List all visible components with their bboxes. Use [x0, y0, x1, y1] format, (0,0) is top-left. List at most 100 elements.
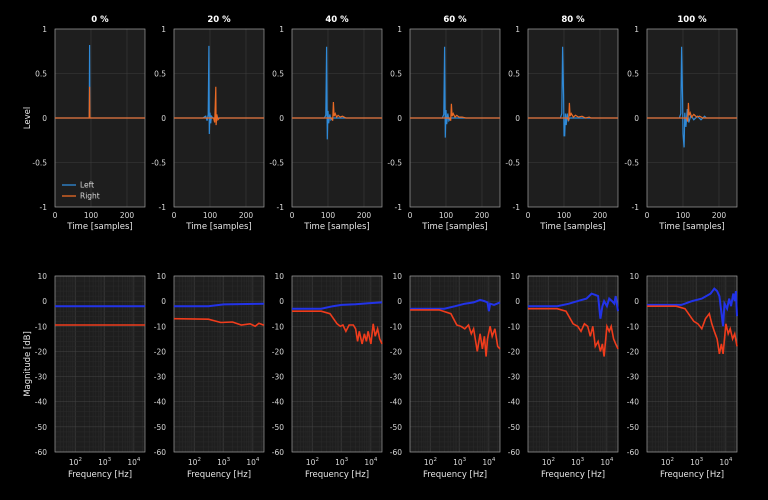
- y-axis-label-level: Level: [23, 107, 33, 129]
- y-tick-label: 10: [392, 272, 402, 281]
- legend: Left Right: [62, 181, 100, 201]
- y-tick-label: -30: [35, 373, 47, 382]
- y-tick-label: 0: [42, 297, 47, 306]
- y-tick-label: -0.5: [505, 159, 520, 168]
- x-axis-label: Time [samples]: [303, 222, 369, 232]
- y-tick-label: -0.5: [387, 159, 402, 168]
- x-tick-label: 100: [439, 211, 454, 220]
- x-tick-label: 100: [321, 211, 336, 220]
- x-tick-label: 200: [120, 211, 135, 220]
- y-tick-label: 1: [279, 25, 284, 34]
- series-left: [174, 302, 265, 308]
- legend-label-left: Left: [80, 181, 94, 190]
- y-tick-label: -30: [154, 373, 166, 382]
- y-tick-label: -1: [40, 203, 48, 212]
- series-right: [528, 307, 619, 357]
- y-tick-label: 10: [37, 272, 47, 281]
- y-tick-label: -10: [508, 322, 520, 331]
- panel-title: 100 %: [677, 15, 707, 25]
- y-tick-label: -10: [35, 322, 47, 331]
- x-axis-label: Time [samples]: [66, 222, 132, 232]
- x-tick-label: 0: [645, 211, 650, 220]
- y-tick-label: 10: [510, 272, 520, 281]
- y-tick-label: 10: [274, 272, 284, 281]
- y-tick-label: -40: [390, 398, 402, 407]
- x-tick-label: 0: [526, 211, 531, 220]
- y-tick-label: -40: [35, 398, 47, 407]
- y-tick-label: -50: [35, 423, 47, 432]
- y-tick-label: 0: [279, 114, 284, 123]
- x-tick-label: 200: [593, 211, 608, 220]
- y-tick-label: -10: [272, 322, 284, 331]
- series-right: [528, 102, 618, 121]
- y-tick-label: 0.5: [508, 70, 520, 79]
- x-tick-label: 100: [557, 211, 572, 220]
- magnitude-panel-2: 10 0 -10 -20 -30 -40 -50 -60 102 103 104 Frequency …: [272, 272, 383, 480]
- y-tick-label: 0: [515, 297, 520, 306]
- x-tick-label: 102: [542, 457, 555, 467]
- y-tick-label: -1: [395, 203, 403, 212]
- y-tick-label: -30: [627, 373, 639, 382]
- x-axis-label: Time [samples]: [185, 222, 251, 232]
- y-tick-label: -60: [272, 448, 284, 457]
- impulse-panel-1: 0 100 200 1 0.5 0 -0.5 -1 20 % Time [samples]: [151, 15, 265, 232]
- y-tick-label: 0: [634, 297, 639, 306]
- y-tick-label: -30: [508, 373, 520, 382]
- impulse-panel-5: 0 100 200 1 0.5 0 -0.5 -1 100 % Time [samples]: [624, 15, 738, 232]
- y-tick-label: -50: [508, 423, 520, 432]
- y-tick-label: -20: [508, 347, 520, 356]
- x-axis-label: Time [samples]: [539, 222, 605, 232]
- x-tick-label: 104: [600, 457, 614, 467]
- y-tick-label: 1: [397, 25, 402, 34]
- y-tick-label: 0.5: [272, 70, 284, 79]
- y-tick-label: -50: [272, 423, 284, 432]
- y-tick-label: 10: [156, 272, 166, 281]
- series-right: [292, 101, 382, 121]
- y-tick-label: -0.5: [32, 159, 47, 168]
- x-tick-label: 103: [690, 457, 704, 467]
- series-left: [292, 301, 383, 310]
- x-tick-label: 102: [424, 457, 437, 467]
- y-tick-label: -20: [154, 347, 166, 356]
- magnitude-panel-5: 10 0 -10 -20 -30 -40 -50 -60 102 103 104 Frequency …: [627, 272, 738, 480]
- y-tick-label: 0.5: [390, 70, 402, 79]
- y-tick-label: 0: [161, 297, 166, 306]
- series-right: [410, 309, 501, 357]
- y-tick-label: -0.5: [151, 159, 166, 168]
- panel-title: 80 %: [561, 15, 585, 25]
- y-tick-label: -50: [390, 423, 402, 432]
- y-tick-label: -60: [390, 448, 402, 457]
- x-tick-label: 200: [239, 211, 254, 220]
- magnitude-panel-1: 10 0 -10 -20 -30 -40 -50 -60 102 103 104 Frequency …: [154, 272, 265, 480]
- x-axis-label: Time [samples]: [421, 222, 487, 232]
- x-tick-label: 102: [661, 457, 674, 467]
- x-tick-label: 103: [98, 457, 112, 467]
- magnitude-panel-4: 10 0 -10 -20 -30 -40 -50 -60 102 103 104 Frequency …: [508, 272, 619, 480]
- y-tick-label: 0: [161, 114, 166, 123]
- y-tick-label: -10: [627, 322, 639, 331]
- x-tick-label: 200: [475, 211, 490, 220]
- plot-frame: [527, 275, 619, 453]
- x-axis-label: Frequency [Hz]: [68, 470, 132, 480]
- y-tick-label: -40: [627, 398, 639, 407]
- series-right: [174, 86, 264, 126]
- y-tick-label: -40: [154, 398, 166, 407]
- y-tick-label: 0: [397, 114, 402, 123]
- series-left: [292, 46, 382, 140]
- y-tick-label: 0: [515, 114, 520, 123]
- y-tick-label: -1: [632, 203, 640, 212]
- x-tick-label: 103: [335, 457, 349, 467]
- x-tick-label: 103: [571, 457, 585, 467]
- y-tick-label: -40: [272, 398, 284, 407]
- x-tick-label: 0: [290, 211, 295, 220]
- x-axis-label: Frequency [Hz]: [660, 470, 724, 480]
- plot-frame: [173, 275, 265, 453]
- impulse-panel-4: 0 100 200 1 0.5 0 -0.5 -1 80 % Time [samples]: [505, 15, 619, 232]
- x-tick-label: 102: [306, 457, 319, 467]
- y-tick-label: -60: [154, 448, 166, 457]
- panel-title: 0 %: [91, 15, 109, 25]
- x-axis-label: Frequency [Hz]: [305, 470, 369, 480]
- x-tick-label: 200: [712, 211, 727, 220]
- plot-frame: [54, 275, 146, 453]
- x-axis-label: Frequency [Hz]: [541, 470, 605, 480]
